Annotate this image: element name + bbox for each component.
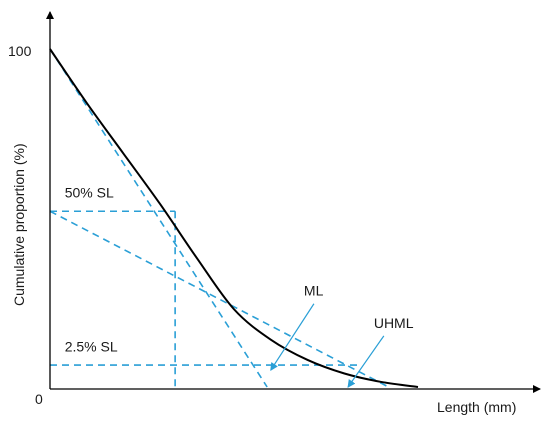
annotation-arrow-3 bbox=[347, 335, 385, 388]
annotation-label-0: 50% SL bbox=[65, 185, 114, 201]
reference-line-1 bbox=[49, 210, 389, 388]
y-axis-label: Cumulative proportion (%) bbox=[11, 143, 27, 306]
annotation-label-3: UHML bbox=[374, 315, 414, 331]
annotation-label-2: ML bbox=[304, 283, 324, 299]
reference-line-0 bbox=[49, 48, 268, 388]
annotation-arrow-2 bbox=[270, 303, 315, 371]
cumulative-curve bbox=[49, 48, 419, 388]
origin-tick-0: 0 bbox=[35, 391, 43, 407]
annotation-label-1: 2.5% SL bbox=[65, 339, 118, 355]
y-tick-100: 100 bbox=[8, 43, 32, 59]
x-axis-label: Length (mm) bbox=[437, 399, 516, 415]
